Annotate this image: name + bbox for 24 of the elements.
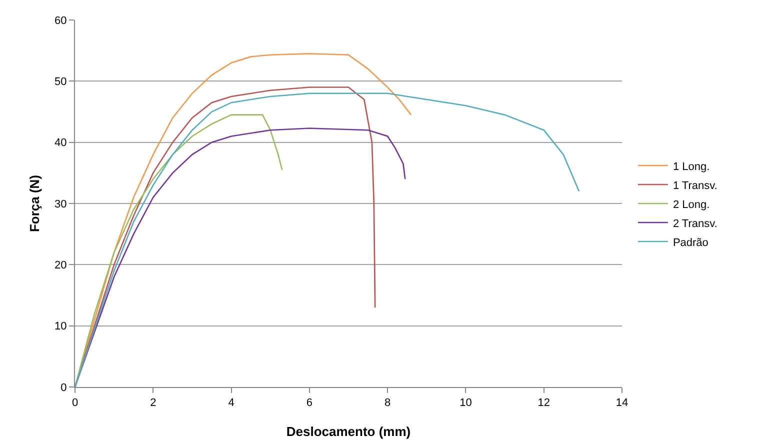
y-tick-label: 40 — [54, 137, 67, 150]
x-axis-title: Deslocamento (mm) — [286, 424, 411, 439]
y-tick-label: 50 — [54, 76, 67, 88]
x-tick-label: 10 — [460, 397, 472, 410]
x-tick-label: 2 — [150, 397, 156, 410]
y-axis-title: Força (N) — [27, 174, 42, 232]
legend-label: 2 Long. — [672, 198, 710, 211]
line-series — [75, 92, 580, 387]
y-tick-label: 20 — [54, 260, 67, 272]
legend-label: 1 Long. — [672, 160, 710, 173]
x-tick-label: 8 — [384, 397, 391, 410]
y-tick-label: 10 — [54, 320, 67, 333]
line-series — [75, 114, 283, 387]
x-tick-label: 0 — [72, 397, 78, 410]
x-tick-label: 6 — [306, 397, 312, 410]
x-tick-label: 12 — [538, 397, 550, 410]
x-tick-label: 4 — [228, 397, 234, 410]
y-tick-label: 30 — [54, 198, 67, 210]
legend-label: 1 Transv. — [672, 180, 718, 192]
legend-label: Padrão — [672, 236, 708, 249]
x-tick-label: 14 — [616, 397, 628, 410]
y-tick-label: 60 — [54, 14, 67, 27]
y-tick-label: 0 — [60, 382, 67, 394]
legend-label: 2 Transv. — [672, 218, 718, 230]
